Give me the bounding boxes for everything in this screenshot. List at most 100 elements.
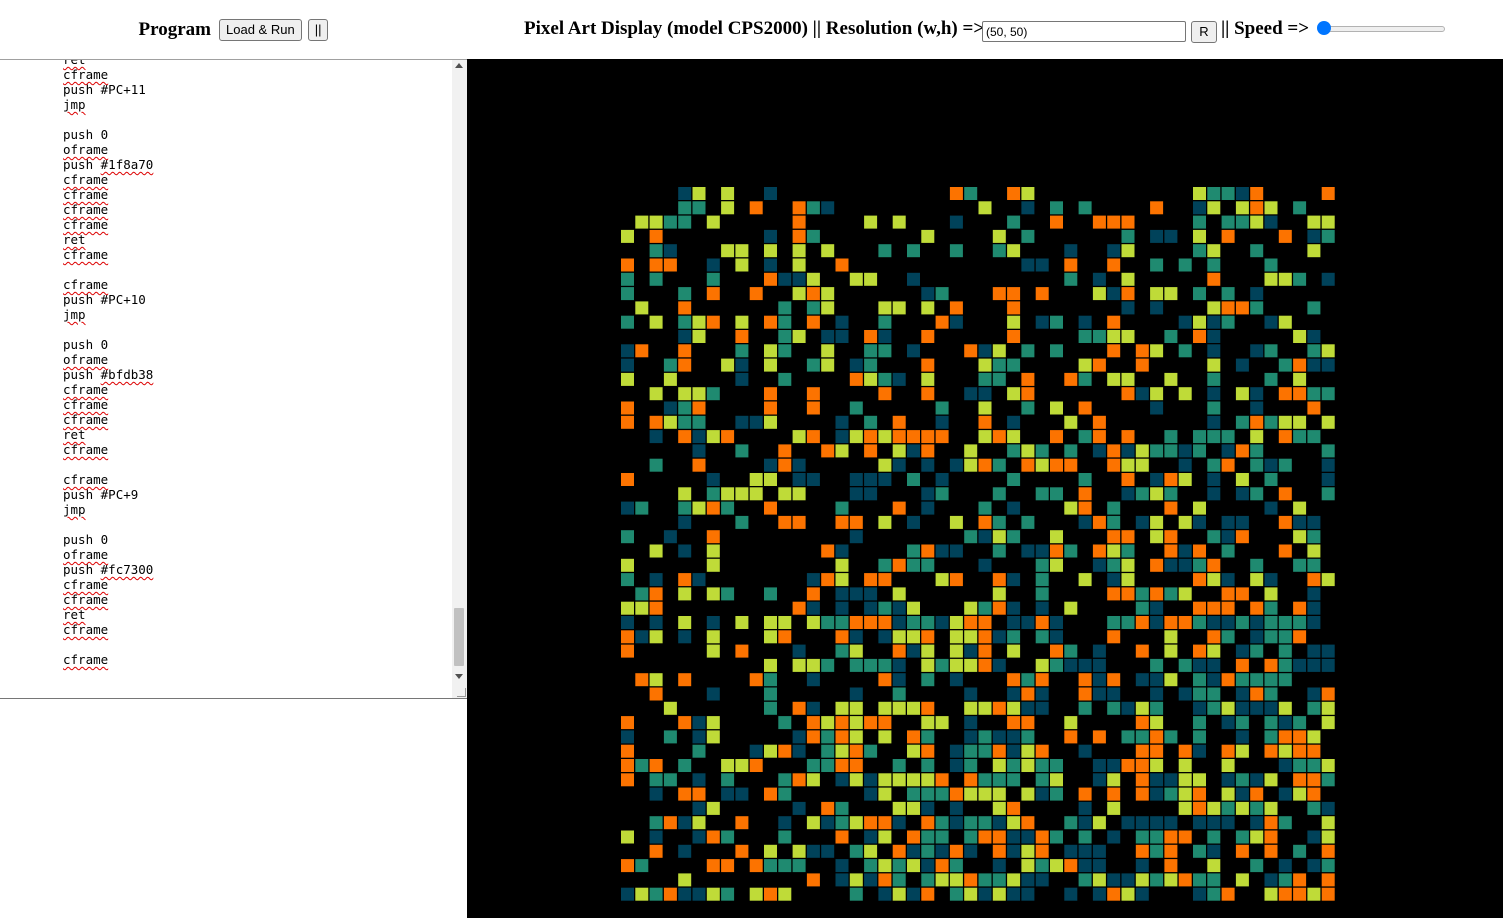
resolution-input[interactable] xyxy=(982,21,1186,42)
pixel xyxy=(1164,587,1178,601)
code-line: cframe xyxy=(63,622,109,637)
pixel xyxy=(1007,573,1021,587)
pixel xyxy=(1264,816,1278,830)
reset-button[interactable]: R xyxy=(1191,21,1217,43)
pixel xyxy=(1307,859,1321,873)
pixel xyxy=(1278,458,1292,472)
code-line: cframe xyxy=(63,187,109,202)
pixel xyxy=(1321,658,1335,672)
pixel xyxy=(1121,887,1135,901)
pixel xyxy=(1092,887,1106,901)
pixel xyxy=(978,415,992,429)
pixel xyxy=(778,444,792,458)
scroll-down-arrow-icon[interactable] xyxy=(455,674,463,679)
pixel xyxy=(935,287,949,301)
pixel xyxy=(1307,687,1321,701)
code-line xyxy=(63,112,153,127)
pixel xyxy=(1092,330,1106,343)
pixel xyxy=(806,358,820,372)
pixel xyxy=(1193,644,1206,658)
pixel xyxy=(1107,673,1121,687)
pixel xyxy=(806,816,820,830)
pixel xyxy=(1021,873,1035,887)
pixel xyxy=(1178,773,1192,787)
pixel xyxy=(1250,558,1264,572)
editor-scrollbar[interactable] xyxy=(452,60,467,698)
pixel xyxy=(1007,301,1021,315)
pixel xyxy=(1164,616,1178,629)
pixel xyxy=(949,859,963,873)
pause-button[interactable]: || xyxy=(307,18,329,41)
pixel xyxy=(735,816,749,830)
pixel xyxy=(1250,644,1264,658)
pixel xyxy=(835,701,849,715)
pixel xyxy=(621,358,634,372)
pixel xyxy=(1264,801,1278,815)
pixel xyxy=(1293,272,1307,286)
pixel xyxy=(1321,573,1335,587)
pixel xyxy=(1007,773,1021,787)
pixel xyxy=(1035,444,1049,458)
pixel xyxy=(1121,873,1135,887)
pixel xyxy=(621,859,634,873)
pixel xyxy=(1092,844,1106,858)
pixel xyxy=(1021,859,1035,873)
pixel xyxy=(1064,272,1078,286)
pixel xyxy=(878,601,892,615)
pixel xyxy=(821,844,835,858)
resize-grip-icon[interactable] xyxy=(457,688,466,697)
pixel xyxy=(1264,616,1278,629)
pixel xyxy=(1007,430,1021,444)
pixel xyxy=(1293,430,1307,444)
pixel xyxy=(964,630,978,644)
pixel xyxy=(1293,558,1307,572)
pixel xyxy=(1107,558,1121,572)
pixel xyxy=(1092,773,1106,787)
pixel xyxy=(1050,458,1063,472)
pixel xyxy=(992,816,1006,830)
pixel xyxy=(1107,315,1121,329)
pixel xyxy=(1250,630,1264,644)
pixel xyxy=(706,215,720,229)
code-line: cframe xyxy=(63,382,109,397)
speed-slider[interactable] xyxy=(1317,21,1445,35)
pixel xyxy=(1107,687,1121,701)
pixel xyxy=(1150,759,1164,772)
pixel xyxy=(721,830,735,844)
pixel xyxy=(1164,730,1178,744)
pixel xyxy=(1207,644,1221,658)
load-run-button[interactable]: Load & Run xyxy=(219,18,302,41)
pixel xyxy=(821,573,835,587)
pixel xyxy=(749,859,763,873)
pixel xyxy=(649,458,663,472)
pixel xyxy=(907,544,920,558)
pixel xyxy=(621,887,634,901)
pixel xyxy=(907,515,920,529)
pixel xyxy=(1107,587,1121,601)
pixel xyxy=(1078,573,1092,587)
pixel xyxy=(1193,701,1206,715)
pixel xyxy=(706,487,720,501)
program-code[interactable]: ret cframe push #PC+11 jmp push 0 oframe push … xyxy=(63,60,153,667)
pixel xyxy=(764,458,777,472)
program-editor[interactable]: ret cframe push #PC+11 jmp push 0 oframe push … xyxy=(0,59,467,699)
pixel xyxy=(1150,773,1164,787)
pixel xyxy=(1007,673,1021,687)
pixel xyxy=(1264,315,1278,329)
pixel xyxy=(1250,201,1264,215)
pixel xyxy=(1278,630,1292,644)
pixel xyxy=(878,515,892,529)
pixel xyxy=(663,887,677,901)
pixel xyxy=(892,673,906,687)
pixel xyxy=(1250,301,1264,315)
pixel xyxy=(1235,387,1249,401)
scroll-up-arrow-icon[interactable] xyxy=(455,63,463,68)
pixel xyxy=(821,816,835,830)
pixel xyxy=(778,887,792,901)
pixel xyxy=(1050,616,1063,629)
speed-slider-thumb[interactable] xyxy=(1317,21,1331,35)
scroll-thumb[interactable] xyxy=(454,608,464,666)
pixel xyxy=(949,573,963,587)
pixel xyxy=(1221,773,1235,787)
pixel xyxy=(949,658,963,672)
